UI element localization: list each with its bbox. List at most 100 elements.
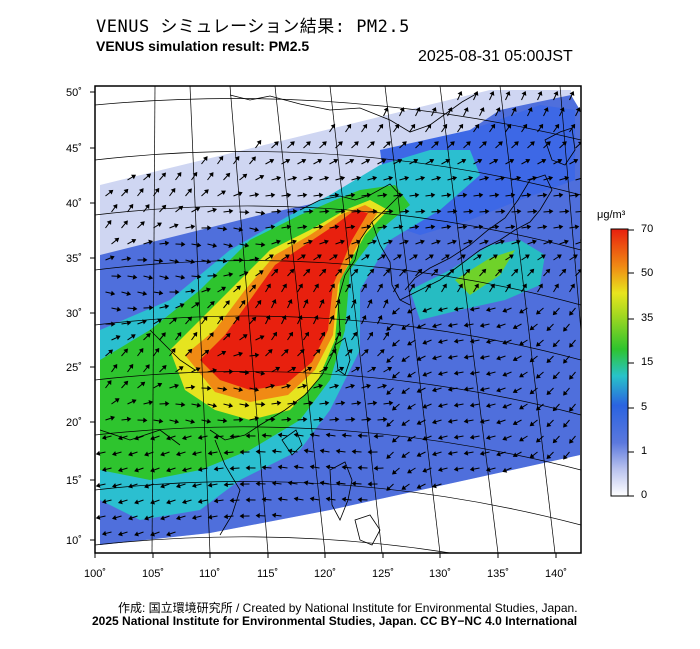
wind-arrow-head xyxy=(386,454,392,459)
wind-arrow-head xyxy=(212,402,218,409)
wind-arrow-head xyxy=(383,416,388,423)
wind-arrow-head xyxy=(384,331,390,337)
wind-arrow-head xyxy=(110,415,115,421)
wind-arrow-head xyxy=(362,283,367,289)
wind-arrow-head xyxy=(505,91,511,96)
wind-arrow-head xyxy=(305,268,311,274)
wind-arrow-head xyxy=(181,499,187,505)
wind-arrow-head xyxy=(126,256,132,262)
wind-arrow-head xyxy=(502,339,508,345)
wind-arrow-head xyxy=(538,283,543,289)
wind-arrow-head xyxy=(195,206,201,212)
wind-arrow-head xyxy=(407,372,412,378)
wind-arrow-head xyxy=(341,432,346,438)
wind-arrow-head xyxy=(320,331,326,337)
wind-arrow-head xyxy=(324,400,330,406)
wind-arrow-head xyxy=(335,299,341,304)
wind-arrow-head xyxy=(437,371,443,377)
wind-arrow-head xyxy=(195,367,201,372)
wind-arrow-head xyxy=(386,390,392,395)
wind-arrow-head xyxy=(392,309,397,315)
wind-arrow-head xyxy=(502,403,508,409)
wind-arrow-head xyxy=(363,349,369,354)
lon-label-125: 125˚ xyxy=(372,568,394,580)
wind-arrow-head xyxy=(340,175,346,181)
wind-arrow-head xyxy=(197,434,203,440)
wind-arrow-head xyxy=(213,466,219,472)
lon-label-120: 120˚ xyxy=(314,568,336,580)
wind-arrow-head xyxy=(512,420,518,426)
wind-arrow-head xyxy=(351,299,357,304)
wind-arrow-head xyxy=(465,268,471,274)
wind-arrow-head xyxy=(527,107,533,112)
wind-arrow-head xyxy=(389,208,394,215)
wind-arrow-head xyxy=(563,358,568,364)
wind-arrow-head xyxy=(251,316,257,322)
wind-arrow-head xyxy=(307,366,313,372)
wind-arrow-head xyxy=(229,497,234,503)
wind-arrow-head xyxy=(563,390,568,396)
wind-arrow-head xyxy=(204,189,209,195)
wind-arrow-head xyxy=(239,257,244,263)
colorbar xyxy=(610,228,634,497)
wind-arrow-head xyxy=(529,389,535,395)
wind-arrow-head xyxy=(95,450,101,456)
wind-arrow-head xyxy=(500,175,506,181)
wind-arrow-head xyxy=(392,437,397,443)
wind-arrow-head xyxy=(229,465,234,471)
wind-arrow-head xyxy=(302,224,308,230)
wind-arrow-head xyxy=(512,356,518,362)
wind-arrow-head xyxy=(485,307,491,313)
wind-arrow-head xyxy=(128,451,133,457)
wind-arrow-head xyxy=(535,373,541,379)
wind-arrow-head xyxy=(394,123,400,129)
wind-arrow-head xyxy=(165,401,170,407)
wind-arrow-head xyxy=(266,283,271,289)
wind-arrow-head xyxy=(437,339,443,345)
wind-arrow-head xyxy=(383,107,389,112)
wind-arrow-head xyxy=(180,274,186,280)
wind-arrow-head xyxy=(546,358,552,364)
wind-arrow-head xyxy=(318,383,323,389)
wind-arrow-head xyxy=(319,448,325,454)
wind-arrow-head xyxy=(407,404,412,410)
wind-arrow-head xyxy=(176,172,182,177)
wind-arrow-head xyxy=(308,239,313,245)
longitude-labels: 100˚ 105˚ 110˚ 115˚ 120˚ 125˚ 130˚ 135˚ … xyxy=(84,568,567,580)
wind-arrow-head xyxy=(202,156,208,162)
wind-arrow-head xyxy=(522,283,527,289)
wind-arrow-head xyxy=(134,467,139,473)
wind-arrow-head xyxy=(225,300,230,306)
wind-arrow-head xyxy=(134,499,139,505)
wind-arrow-head xyxy=(383,299,389,304)
wind-arrow-head xyxy=(255,513,260,519)
wind-arrow-head xyxy=(309,432,315,438)
lat-label-15: 15˚ xyxy=(66,475,82,487)
wind-arrow-head xyxy=(460,254,466,260)
wind-arrow-head xyxy=(223,513,228,520)
wind-arrow-head xyxy=(553,91,559,96)
wind-arrow-head xyxy=(331,349,337,354)
wind-arrow-head xyxy=(128,515,133,521)
wind-arrow-head xyxy=(170,348,176,353)
wind-arrow-head xyxy=(431,323,437,329)
wind-arrow-head xyxy=(401,325,407,330)
wind-arrow-head xyxy=(138,348,144,353)
lat-label-45: 45˚ xyxy=(66,143,82,155)
wind-arrow-head xyxy=(187,188,192,194)
wind-arrow-head xyxy=(238,351,243,357)
wind-arrow-head xyxy=(174,383,179,389)
wind-arrow-head xyxy=(447,418,453,424)
wind-arrow-head xyxy=(382,224,388,230)
wind-arrow-head xyxy=(401,453,407,458)
wind-arrow-head xyxy=(430,224,436,230)
wind-arrow-head xyxy=(559,107,565,112)
lat-label-50: 50˚ xyxy=(66,87,82,99)
wind-arrow-head xyxy=(445,158,451,164)
wind-arrow-head xyxy=(392,373,397,379)
wind-arrow-head xyxy=(335,416,340,423)
wind-arrow-head xyxy=(254,352,260,358)
wind-arrow-head xyxy=(485,208,490,215)
wind-arrow-head xyxy=(271,299,277,304)
wind-arrow-head xyxy=(270,224,276,230)
